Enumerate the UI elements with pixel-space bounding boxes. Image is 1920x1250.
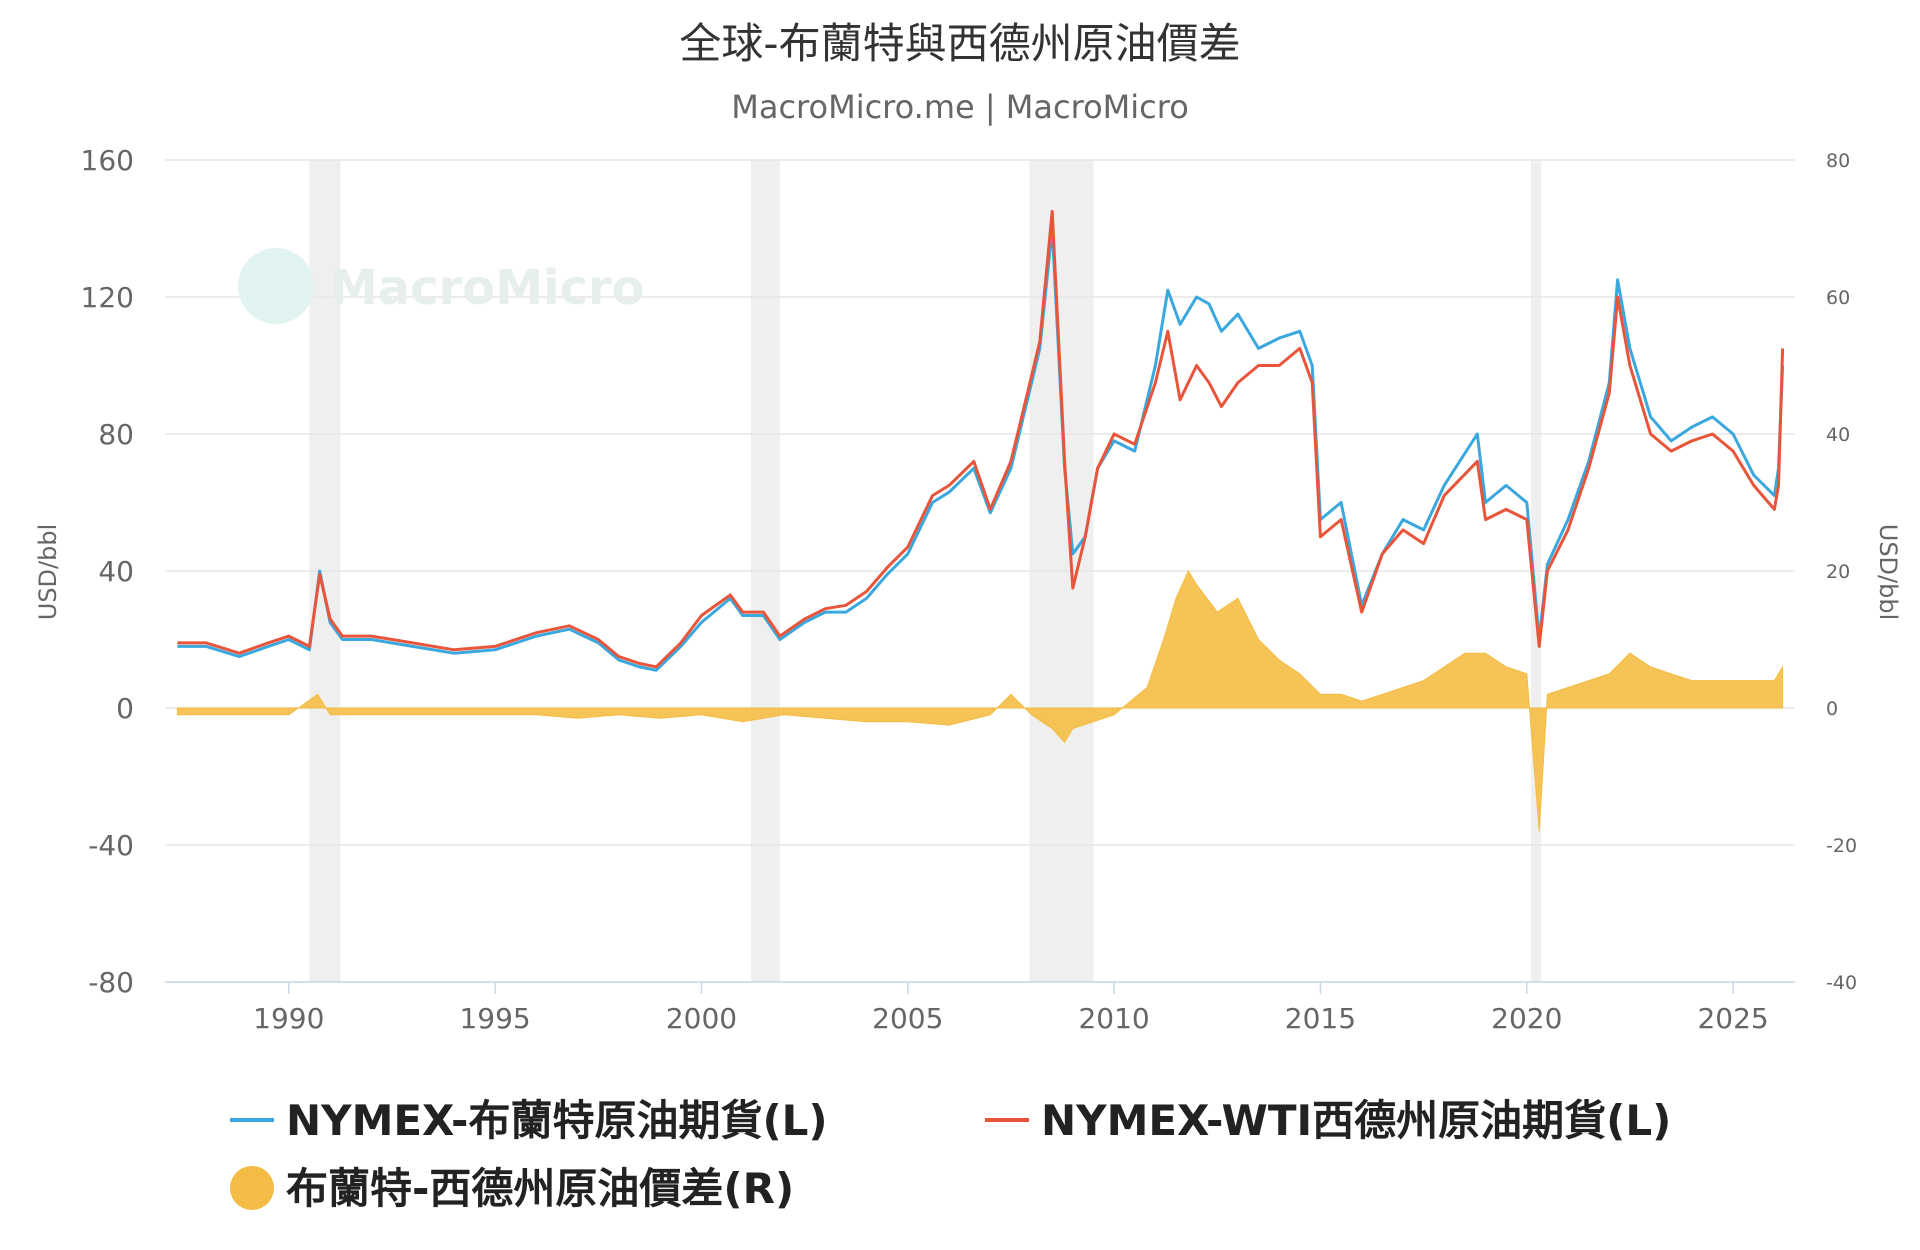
legend: NYMEX-布蘭特原油期貨(L) NYMEX-WTI西德州原油期貨(L) 布蘭特-西… (230, 1096, 1671, 1213)
chart-subtitle: MacroMicro.me | MacroMicro (731, 88, 1189, 126)
x-axis: 1990 1995 2000 2005 2010 2015 2020 2025 (165, 981, 1795, 1035)
y-right-tick-label: 60 (1826, 287, 1850, 309)
watermark-logo-icon (238, 248, 314, 324)
y-right-tick-label: 0 (1826, 698, 1838, 720)
y-left-axis-title: USD/bbl (34, 524, 62, 621)
y-left-axis: -80 -40 0 40 80 120 160 (81, 144, 134, 999)
y-left-tick-label: -80 (88, 966, 134, 999)
y-left-tick-label: 120 (81, 281, 134, 314)
x-tick-label: 2025 (1697, 1002, 1768, 1035)
x-tick-label: 2005 (872, 1002, 943, 1035)
y-right-tick-label: -20 (1826, 835, 1857, 857)
x-tick-label: 2010 (1078, 1002, 1149, 1035)
x-tick-label: 1990 (253, 1002, 324, 1035)
y-left-tick-label: -40 (88, 829, 134, 862)
chart-title: 全球-布蘭特與西德州原油價差 (679, 19, 1240, 68)
y-left-tick-label: 160 (81, 144, 134, 177)
series-layer (176, 209, 1785, 832)
x-tick-label: 1995 (459, 1002, 530, 1035)
y-right-axis: -40 -20 0 20 40 60 80 (1826, 150, 1857, 994)
legend-label: NYMEX-布蘭特原油期貨(L) (286, 1096, 828, 1145)
y-right-tick-label: 80 (1826, 150, 1850, 172)
x-tick-label: 2015 (1285, 1002, 1356, 1035)
legend-label: NYMEX-WTI西德州原油期貨(L) (1041, 1096, 1671, 1145)
series-spread-area (176, 569, 1784, 832)
series-wti-line (177, 209, 1785, 669)
y-left-tick-label: 0 (116, 692, 134, 725)
y-right-tick-label: -40 (1826, 972, 1857, 994)
y-left-tick-label: 40 (98, 555, 134, 588)
y-left-tick-label: 80 (98, 418, 134, 451)
x-tick-label: 2000 (666, 1002, 737, 1035)
legend-label: 布蘭特-西德州原油價差(R) (286, 1164, 794, 1213)
legend-circle-marker (230, 1166, 274, 1210)
y-right-axis-title: USD/bbl (1874, 524, 1902, 621)
watermark-text: MacroMicro (330, 260, 645, 316)
watermark: MacroMicro (238, 248, 645, 324)
x-tick-label: 2020 (1491, 1002, 1562, 1035)
y-right-tick-label: 40 (1826, 424, 1850, 446)
y-right-tick-label: 20 (1826, 561, 1850, 583)
